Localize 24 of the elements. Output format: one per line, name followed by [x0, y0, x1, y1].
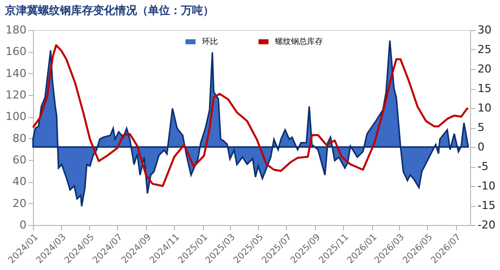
- y-tick-label: 40: [12, 175, 26, 188]
- y2-tick-label: 15: [478, 82, 492, 95]
- y2-tick-label: 30: [478, 24, 492, 36]
- y-tick-label: 140: [6, 66, 26, 80]
- y-tick-label: 0: [20, 218, 26, 232]
- y-tick-label: 120: [6, 88, 26, 102]
- y-tick-label: 160: [6, 45, 26, 58]
- y-tick-label: 100: [6, 110, 26, 124]
- y2-tick-label: -10: [478, 180, 496, 192]
- y2-tick-label: 25: [478, 43, 492, 56]
- y2-tick-label: -15: [478, 199, 496, 212]
- y-tick-label: 20: [12, 196, 26, 210]
- y2-tick-label: 0: [478, 140, 484, 154]
- y2-tick-label: 10: [478, 102, 492, 114]
- y-tick-label: 60: [12, 154, 26, 166]
- y-tick-label: 80: [12, 132, 26, 145]
- y-tick-label: 180: [6, 24, 26, 36]
- y2-tick-label: 20: [478, 62, 492, 76]
- y2-tick-label: -5: [478, 160, 488, 173]
- y2-tick-label: 5: [478, 121, 484, 134]
- y2-tick-label: -20: [478, 218, 496, 232]
- legend-label: 螺纹钢总库存: [275, 36, 323, 46]
- legend-label: 环比: [202, 36, 218, 46]
- chart-title: 京津冀螺纹钢库存变化情况（单位：万吨）: [4, 4, 214, 17]
